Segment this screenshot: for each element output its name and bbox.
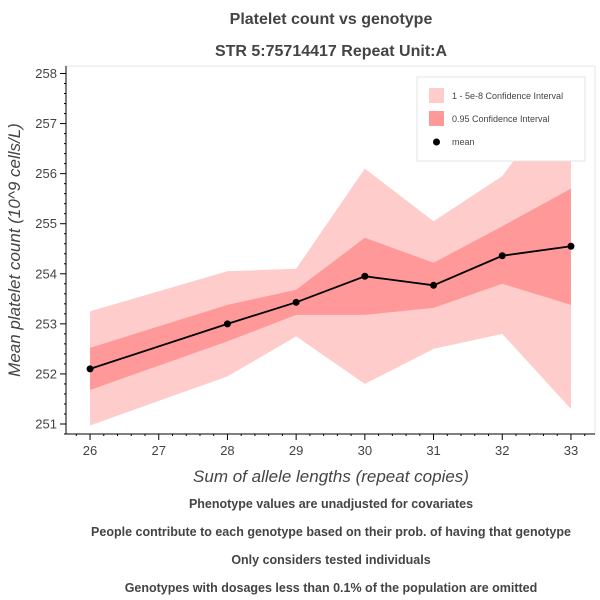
y-tick-label: 255	[35, 216, 57, 231]
footnote-4: Genotypes with dosages less than 0.1% of…	[125, 581, 538, 595]
footnote-2: People contribute to each genotype based…	[91, 525, 571, 539]
y-tick-label: 253	[35, 316, 57, 331]
mean-point	[223, 320, 231, 328]
y-tick-label: 251	[35, 416, 57, 431]
legend-label-outer-ci: 1 - 5e-8 Confidence Interval	[452, 91, 563, 101]
x-tick-label: 31	[426, 443, 440, 458]
legend-label-inner-ci: 0.95 Confidence Interval	[452, 114, 550, 124]
x-tick-label: 32	[495, 443, 509, 458]
mean-point	[361, 272, 369, 280]
y-axis: 251 252 253 254 255 256 257 258	[35, 66, 67, 435]
x-tick-label: 26	[83, 443, 97, 458]
legend-swatch-outer-ci	[429, 88, 444, 103]
mean-point	[292, 298, 300, 306]
x-axis: 26 27 28 29 30 31 32 33	[66, 433, 595, 458]
mean-series	[86, 242, 575, 373]
x-tick-label: 27	[152, 443, 166, 458]
x-tick-label: 30	[358, 443, 372, 458]
y-tick-label: 257	[35, 116, 57, 131]
legend-marker-mean	[433, 138, 440, 146]
y-axis-label: Mean platelet count (10^9 cells/L)	[5, 123, 24, 377]
legend: 1 - 5e-8 Confidence Interval 0.95 Confid…	[416, 76, 586, 162]
y-tick-label: 258	[35, 66, 57, 81]
mean-point	[86, 365, 94, 373]
chart-title: Platelet count vs genotype	[230, 11, 433, 28]
x-axis-label: Sum of allele lengths (repeat copies)	[193, 467, 469, 486]
legend-swatch-inner-ci	[429, 111, 444, 126]
legend-box	[416, 76, 586, 162]
legend-label-mean: mean	[452, 137, 475, 147]
mean-point	[567, 242, 575, 250]
x-tick-label: 28	[220, 443, 234, 458]
y-tick-label: 254	[35, 266, 57, 281]
chart-subtitle: STR 5:75714417 Repeat Unit:A	[215, 43, 448, 60]
x-tick-label: 29	[289, 443, 303, 458]
mean-point	[498, 252, 506, 260]
x-tick-label: 33	[564, 443, 578, 458]
footnote-1: Phenotype values are unadjusted for cova…	[189, 497, 473, 511]
mean-point	[430, 281, 438, 289]
footnote-3: Only considers tested individuals	[231, 553, 430, 567]
y-tick-label: 252	[35, 366, 57, 381]
y-tick-label: 256	[35, 166, 57, 181]
